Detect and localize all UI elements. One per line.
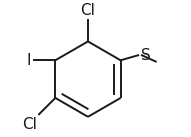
Text: Cl: Cl bbox=[22, 117, 36, 132]
Text: Cl: Cl bbox=[81, 3, 95, 18]
Text: S: S bbox=[141, 48, 151, 63]
Text: I: I bbox=[27, 53, 32, 68]
